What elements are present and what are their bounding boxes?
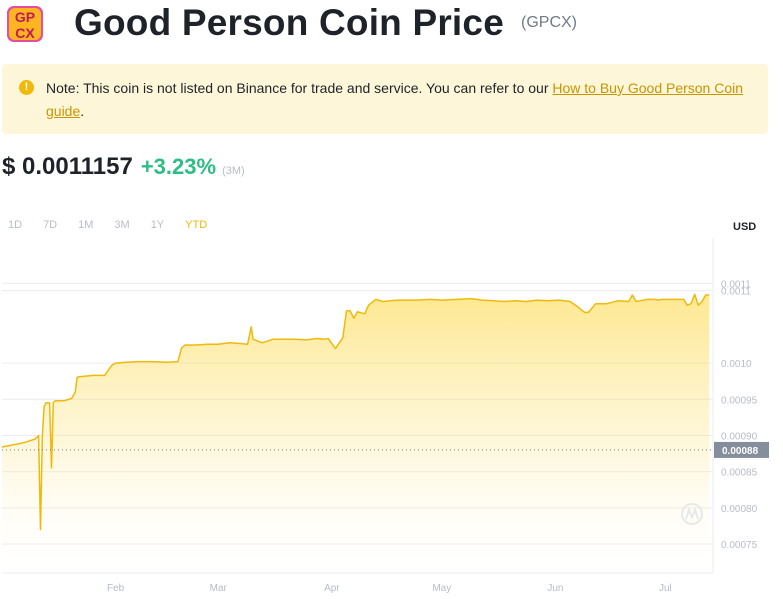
- reference-badge: [714, 441, 769, 458]
- notice-banner: ! Note: This coin is not listed on Binan…: [2, 64, 768, 134]
- exclamation-icon: !: [19, 80, 34, 95]
- range-tab-3m[interactable]: 3M: [114, 219, 130, 231]
- change-period: (3M): [222, 165, 245, 177]
- price-area: [2, 294, 710, 573]
- range-tab-1d[interactable]: 1D: [8, 219, 23, 231]
- y-tick-label: 0.00095: [721, 395, 758, 406]
- y-tick-label: 0.00090: [721, 431, 758, 442]
- y-tick-label: 0.00080: [721, 504, 758, 515]
- logo-text-bottom: CX: [15, 25, 35, 41]
- how-to-buy-link[interactable]: How to Buy Good Person Coin guide: [46, 80, 744, 119]
- current-price: $ 0.0011157: [2, 153, 133, 180]
- x-tick-label: Apr: [324, 583, 340, 594]
- time-range-selector: 1D 7D 1M 3M 1Y YTD: [8, 215, 228, 233]
- range-tab-ytd[interactable]: YTD: [185, 219, 208, 231]
- x-tick-label: May: [432, 583, 451, 594]
- x-tick-label: Feb: [107, 583, 125, 594]
- y-tick-label: 0.0010: [721, 359, 752, 370]
- y-tick-label: 0.00075: [721, 540, 758, 551]
- range-tab-7d[interactable]: 7D: [43, 219, 58, 231]
- header: GP CX Good Person Coin Price (GPCX): [0, 0, 783, 50]
- price-change: +3.23%: [140, 154, 217, 179]
- price-row: $ 0.0011157 +3.23% (3M): [2, 153, 245, 187]
- page-title: Good Person Coin Price: [74, 2, 504, 43]
- x-tick-label: Mar: [210, 583, 228, 594]
- y-tick-label: 0.0011: [721, 287, 751, 298]
- coin-symbol: (GPCX): [521, 14, 577, 31]
- logo-text-top: GP: [15, 9, 35, 25]
- notice-text: Note: This coin is not listed on Binance…: [46, 77, 756, 123]
- y-tick-label: 0.0011: [721, 279, 751, 290]
- x-tick-label: Jun: [547, 583, 563, 594]
- x-tick-label: Jul: [659, 583, 672, 594]
- coinmarketcap-icon: [681, 503, 703, 525]
- currency-label: USD: [733, 221, 757, 233]
- notice-body: Note: This coin is not listed on Binance…: [46, 80, 553, 96]
- reference-label: 0.00088: [722, 446, 759, 457]
- price-line: [1, 293, 710, 531]
- notice-suffix: .: [80, 103, 85, 119]
- gpcx-logo-icon: GP CX: [7, 6, 43, 42]
- y-tick-label: 0.00085: [721, 468, 758, 479]
- coinmarketcap-icon-mark: [685, 507, 699, 520]
- range-tab-1m[interactable]: 1M: [78, 219, 94, 231]
- range-tab-1y[interactable]: 1Y: [150, 219, 165, 231]
